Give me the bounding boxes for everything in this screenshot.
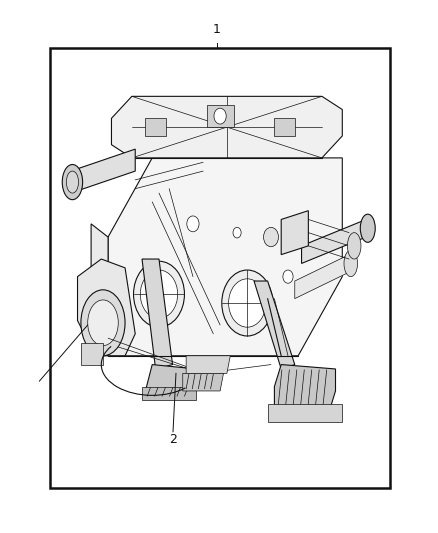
Polygon shape — [207, 105, 234, 127]
Polygon shape — [111, 96, 342, 158]
Polygon shape — [183, 373, 223, 391]
Polygon shape — [301, 220, 366, 263]
Ellipse shape — [222, 270, 273, 336]
Polygon shape — [268, 404, 342, 422]
Polygon shape — [274, 118, 295, 136]
Ellipse shape — [140, 270, 178, 318]
Ellipse shape — [88, 300, 118, 346]
Polygon shape — [186, 356, 230, 373]
Polygon shape — [78, 259, 135, 356]
Polygon shape — [71, 149, 135, 193]
Ellipse shape — [62, 165, 83, 200]
Polygon shape — [142, 259, 173, 369]
Ellipse shape — [264, 228, 279, 247]
Ellipse shape — [233, 228, 241, 238]
Text: 1: 1 — [213, 23, 221, 36]
Ellipse shape — [214, 108, 226, 124]
Text: 2: 2 — [169, 433, 177, 446]
Ellipse shape — [283, 270, 293, 283]
Polygon shape — [91, 224, 108, 356]
Ellipse shape — [360, 214, 375, 243]
Ellipse shape — [134, 261, 184, 327]
Polygon shape — [142, 386, 196, 400]
Polygon shape — [81, 343, 103, 365]
Polygon shape — [254, 281, 295, 369]
Ellipse shape — [229, 279, 266, 327]
Polygon shape — [295, 255, 349, 298]
Polygon shape — [274, 365, 336, 413]
Ellipse shape — [187, 216, 199, 232]
Bar — [50, 48, 390, 488]
Ellipse shape — [344, 251, 357, 277]
Ellipse shape — [81, 290, 125, 356]
Polygon shape — [281, 211, 308, 255]
Ellipse shape — [347, 232, 361, 259]
Polygon shape — [145, 118, 166, 136]
Polygon shape — [108, 158, 342, 356]
Polygon shape — [145, 365, 196, 391]
Ellipse shape — [66, 171, 78, 193]
